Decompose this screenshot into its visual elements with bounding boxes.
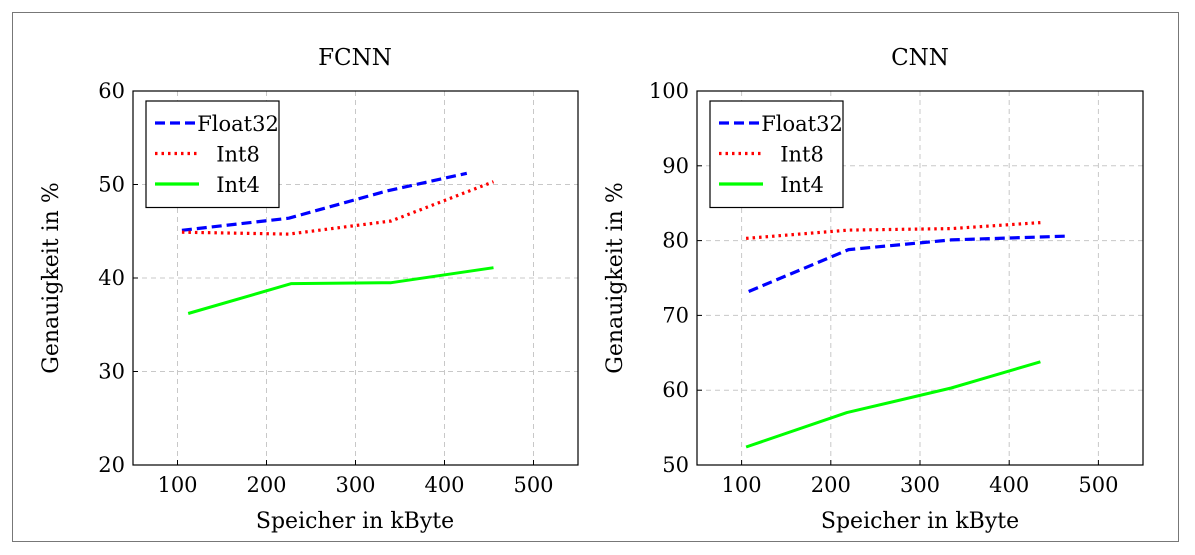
y-tick-label: 20 (98, 453, 125, 477)
figure-frame (12, 12, 1179, 542)
y-tick-label: 90 (662, 154, 689, 178)
legend-label: Int4 (216, 173, 260, 197)
series-line-float32 (181, 171, 468, 232)
x-tick-label: 400 (989, 473, 1029, 497)
y-axis-label: Genauigkeit in % (39, 182, 64, 374)
x-tick-label: 100 (157, 473, 197, 497)
series-line-int4 (745, 360, 1041, 449)
y-tick-label: 30 (98, 360, 125, 384)
y-tick-label: 100 (649, 79, 689, 103)
x-axis-label: Speicher in kByte (256, 509, 454, 534)
legend: Float32 Int8 Int4 (145, 100, 280, 209)
series-line-float32 (748, 234, 1068, 293)
series-line-int4 (187, 266, 494, 315)
chart-fcnn: FCNN Speicher in kByte Genauigkeit in % … (39, 45, 579, 534)
y-axis-label: Genauigkeit in % (603, 182, 628, 374)
series-line-int8 (181, 180, 495, 236)
x-tick-label: 200 (811, 473, 851, 497)
legend-label: Float32 (197, 112, 279, 136)
x-tick-label: 400 (424, 473, 464, 497)
y-tick-label: 70 (662, 303, 689, 327)
x-tick-label: 500 (1078, 473, 1118, 497)
plot-area (696, 90, 1144, 466)
y-tick-label: 40 (98, 266, 125, 290)
x-tick-label: 300 (900, 473, 940, 497)
x-tick-label: 200 (246, 473, 286, 497)
chart-title: FCNN (318, 45, 392, 71)
legend-label: Float32 (761, 112, 843, 136)
legend-label: Int8 (216, 143, 260, 167)
legend-label: Int8 (780, 143, 824, 167)
y-tick-label: 80 (662, 229, 689, 253)
plot-area (132, 90, 579, 466)
chart-title: CNN (891, 45, 949, 71)
x-axis-label: Speicher in kByte (821, 509, 1019, 534)
x-tick-label: 300 (335, 473, 375, 497)
y-tick-label: 50 (662, 453, 689, 477)
legend-label: Int4 (780, 173, 824, 197)
y-tick-label: 60 (662, 378, 689, 402)
legend: Float32 Int8 Int4 (709, 100, 844, 209)
x-tick-label: 500 (513, 473, 553, 497)
chart-cnn: CNN Speicher in kByte Genauigkeit in % 1… (603, 45, 1144, 534)
series-line-int8 (745, 221, 1041, 240)
x-tick-label: 100 (722, 473, 762, 497)
y-tick-label: 60 (98, 79, 125, 103)
y-tick-label: 50 (98, 173, 125, 197)
